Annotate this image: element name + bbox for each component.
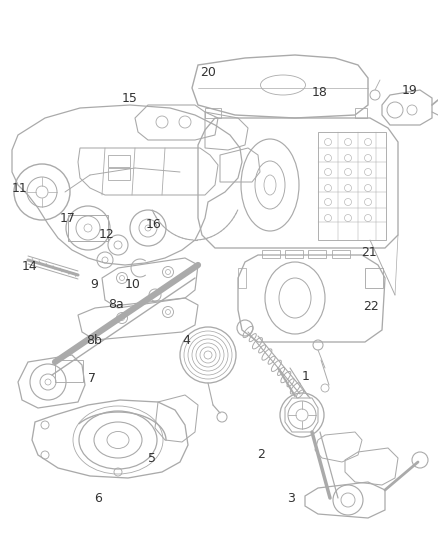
Text: 8a: 8a	[108, 297, 124, 311]
Text: 9: 9	[90, 279, 98, 292]
Text: 21: 21	[361, 246, 377, 260]
Bar	[318, 132, 386, 240]
Bar	[55, 360, 83, 382]
Text: 12: 12	[99, 228, 115, 240]
Text: 4: 4	[182, 335, 190, 348]
Bar	[365, 268, 383, 288]
Text: 8b: 8b	[86, 334, 102, 346]
Bar	[332, 250, 350, 258]
Bar	[108, 168, 130, 180]
Text: 11: 11	[12, 182, 28, 196]
Bar	[308, 250, 326, 258]
Text: 19: 19	[402, 85, 418, 98]
Text: 5: 5	[148, 453, 156, 465]
Text: 14: 14	[22, 261, 38, 273]
Bar	[68, 215, 108, 241]
Text: 10: 10	[125, 279, 141, 292]
Text: 15: 15	[122, 93, 138, 106]
Text: 6: 6	[94, 491, 102, 505]
Text: 1: 1	[302, 369, 310, 383]
Text: 2: 2	[257, 448, 265, 461]
Bar	[238, 268, 246, 288]
Bar	[205, 108, 221, 118]
Text: 20: 20	[200, 66, 216, 78]
Text: 16: 16	[146, 217, 162, 230]
Bar	[355, 108, 367, 118]
Text: 17: 17	[60, 212, 76, 224]
Text: 22: 22	[363, 300, 379, 312]
Bar	[262, 250, 280, 258]
Bar	[285, 250, 303, 258]
Text: 3: 3	[287, 492, 295, 505]
Text: 18: 18	[312, 86, 328, 100]
Text: 7: 7	[88, 372, 96, 384]
Bar	[108, 155, 130, 167]
